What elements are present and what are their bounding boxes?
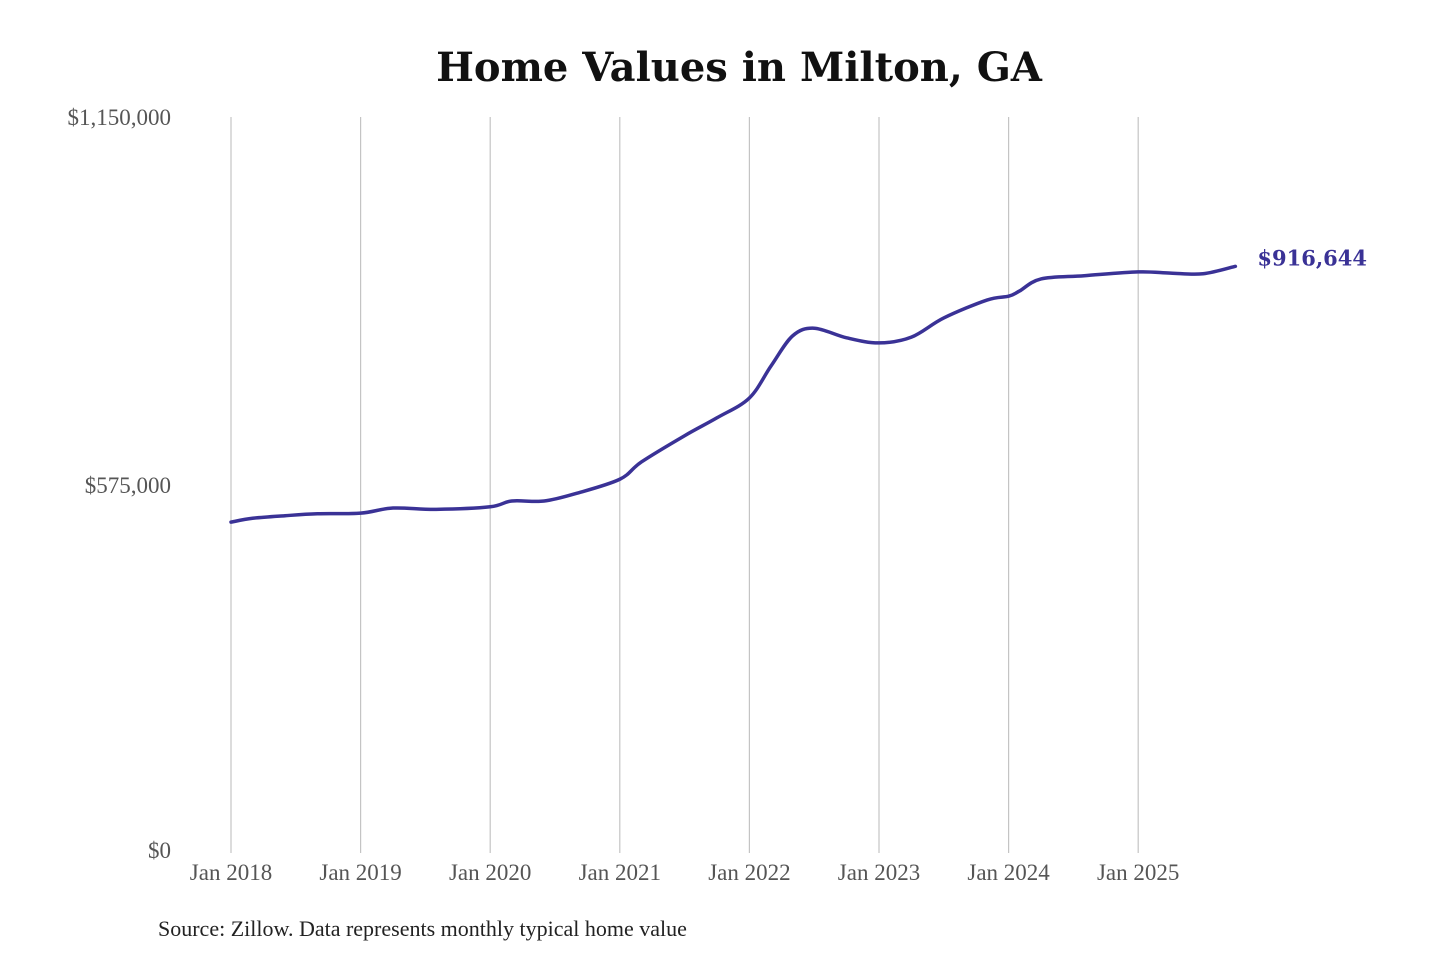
x-tick-label: Jan 2019 <box>319 860 401 885</box>
end-value-label: $916,644 <box>1257 245 1367 270</box>
x-tick-label: Jan 2018 <box>190 860 272 885</box>
y-tick-label: $1,150,000 <box>68 105 172 130</box>
series-line <box>229 264 1238 524</box>
x-tick-label: Jan 2024 <box>967 860 1050 885</box>
x-tick-label: Jan 2020 <box>449 860 531 885</box>
source-note: Source: Zillow. Data represents monthly … <box>158 916 687 941</box>
y-tick-label: $0 <box>148 838 171 863</box>
x-tick-label: Jan 2022 <box>708 860 790 885</box>
x-tick-label: Jan 2025 <box>1097 860 1179 885</box>
x-tick-label: Jan 2021 <box>579 860 661 885</box>
y-tick-label: $575,000 <box>85 473 171 498</box>
x-tick-label: Jan 2023 <box>838 860 920 885</box>
chart-title: Home Values in Milton, GA <box>436 44 1042 91</box>
